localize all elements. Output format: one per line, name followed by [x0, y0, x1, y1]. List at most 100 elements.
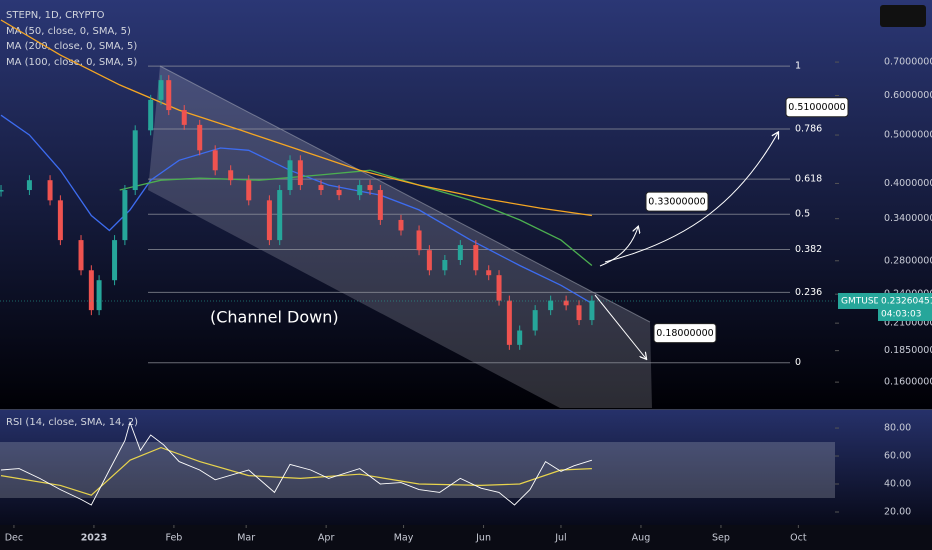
- fib-label: 0: [795, 357, 801, 368]
- candle: [0, 190, 4, 192]
- last-price-label: 0.23260451: [881, 296, 932, 306]
- rsi-line: [0, 421, 593, 506]
- y-tick-label: 0.16000000: [884, 377, 932, 388]
- candle: [496, 275, 502, 301]
- candle: [517, 330, 523, 345]
- candle: [158, 80, 164, 100]
- menu-button[interactable]: [880, 5, 926, 27]
- candle: [132, 130, 138, 191]
- rsi-title: RSI (14, close, SMA, 14, 2): [6, 417, 138, 428]
- candle: [457, 245, 463, 260]
- target-box: [785, 97, 849, 118]
- y-tick-label: 0.34000000: [884, 213, 932, 224]
- target-label: 0.18000000: [656, 328, 713, 339]
- candle: [266, 200, 272, 241]
- candle: [78, 240, 84, 271]
- rsi-pane: [0, 410, 932, 525]
- target-box: [645, 191, 709, 212]
- indicator: MA (200, close, 0, SMA, 5): [6, 41, 137, 52]
- rsi-tick-label: 80.00: [884, 423, 911, 434]
- target-arrow: [594, 294, 646, 359]
- rsi-tick-label: 40.00: [884, 479, 911, 490]
- target-arrow: [599, 227, 638, 267]
- candle: [166, 80, 172, 111]
- last-price-box: [878, 292, 932, 321]
- candle: [181, 110, 187, 125]
- candle: [57, 200, 63, 241]
- x-tick-label: Jun: [475, 533, 491, 544]
- candle: [96, 280, 102, 311]
- candle: [416, 230, 422, 251]
- rsi-band: [0, 442, 835, 498]
- annotation: (Channel Down): [210, 308, 339, 327]
- candle: [506, 300, 512, 345]
- x-tick-label: Aug: [632, 533, 651, 544]
- main-pane: [0, 0, 932, 409]
- x-tick-label: Mar: [237, 533, 255, 544]
- rsi-tick-label: 20.00: [884, 506, 911, 517]
- candle: [357, 185, 363, 196]
- last-price-symbol: GMTUSD: [841, 296, 881, 306]
- countdown: 04:03:03: [881, 309, 921, 319]
- candle: [246, 180, 252, 201]
- candle: [473, 245, 479, 271]
- target-arrow: [604, 133, 778, 263]
- candle: [277, 190, 283, 241]
- moving-average: [0, 19, 592, 217]
- x-tick-label: Jul: [554, 533, 566, 544]
- candle: [532, 310, 538, 331]
- y-tick-label: 0.40000000: [884, 178, 932, 189]
- candle: [377, 190, 383, 220]
- target-label: 0.51000000: [788, 102, 845, 113]
- candle: [122, 190, 128, 241]
- candle: [367, 185, 373, 191]
- y-tick-label: 0.18500000: [884, 345, 932, 356]
- x-tick-label: Apr: [318, 533, 335, 544]
- candle: [563, 300, 569, 306]
- target-label: 0.33000000: [648, 197, 705, 208]
- fib-label: 0.618: [795, 174, 822, 185]
- moving-average: [0, 114, 593, 304]
- rsi-tick-label: 60.00: [884, 451, 911, 462]
- y-tick-label: 0.21000000: [884, 318, 932, 329]
- fib-label: 0.5: [795, 209, 810, 220]
- rsi-ma: [0, 446, 592, 496]
- y-tick-label: 0.70000000: [884, 57, 932, 68]
- x-tick-label: Dec: [5, 533, 23, 544]
- candle: [212, 150, 218, 171]
- x-tick-label: Sep: [712, 533, 730, 544]
- x-tick-label: 2023: [81, 533, 107, 544]
- candle: [148, 99, 154, 131]
- candle: [318, 185, 324, 191]
- candle: [486, 270, 492, 276]
- time-axis: [0, 525, 932, 550]
- candle: [287, 160, 293, 191]
- target-box: [653, 323, 717, 344]
- moving-average: [119, 169, 593, 267]
- candle: [197, 124, 203, 151]
- candle: [442, 259, 448, 271]
- candle: [88, 270, 94, 311]
- candle: [576, 305, 582, 321]
- last-price-tag: [838, 292, 878, 309]
- candle: [426, 250, 432, 271]
- y-tick-label: 0.28000000: [884, 255, 932, 266]
- y-tick-label: 0.50000000: [884, 130, 932, 141]
- indicator: MA (100, close, 0, SMA, 5): [6, 57, 137, 68]
- candle: [228, 170, 234, 181]
- symbol: STEPN, 1D, CRYPTO: [6, 10, 105, 21]
- candle: [589, 300, 595, 321]
- candle: [112, 240, 118, 281]
- candle: [47, 180, 53, 201]
- x-tick-label: Oct: [790, 533, 807, 544]
- channel-edge: [159, 65, 651, 323]
- channel: [148, 66, 652, 408]
- indicator: MA (50, close, 0, SMA, 5): [6, 26, 131, 37]
- candle: [398, 219, 404, 231]
- fib-label: 0.382: [795, 244, 822, 255]
- candle: [26, 180, 32, 191]
- x-tick-label: Feb: [166, 533, 183, 544]
- x-tick-label: May: [394, 533, 414, 544]
- y-tick-label: 0.60000000: [884, 90, 932, 101]
